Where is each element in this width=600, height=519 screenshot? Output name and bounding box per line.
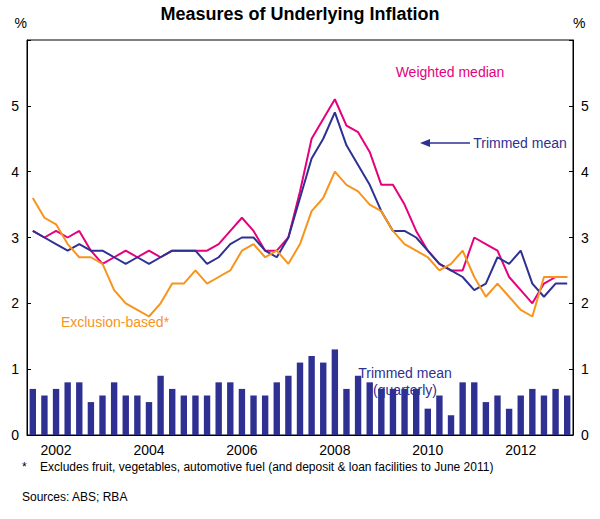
svg-text:5: 5: [11, 98, 19, 114]
svg-text:%: %: [573, 15, 585, 31]
svg-text:1: 1: [581, 361, 589, 377]
svg-text:2008: 2008: [319, 442, 350, 458]
svg-text:4: 4: [581, 164, 589, 180]
svg-text:0: 0: [11, 427, 19, 443]
svg-text:4: 4: [11, 164, 19, 180]
svg-text:* Excludes fruit, vegetable: * Excludes fruit, vegetables, automotive…: [22, 460, 493, 474]
svg-text:2: 2: [11, 295, 19, 311]
svg-text:3: 3: [581, 230, 589, 246]
svg-text:1: 1: [11, 361, 19, 377]
svg-text:2: 2: [581, 295, 589, 311]
svg-text:%: %: [15, 15, 27, 31]
svg-text:Trimmed mean: Trimmed mean: [473, 135, 567, 151]
svg-text:2010: 2010: [412, 442, 443, 458]
svg-text:Exclusion-based*: Exclusion-based*: [61, 314, 170, 330]
svg-text:Weighted median: Weighted median: [396, 64, 505, 80]
svg-text:2006: 2006: [226, 442, 257, 458]
svg-text:2012: 2012: [505, 442, 536, 458]
svg-text:2002: 2002: [40, 442, 71, 458]
svg-text:Sources: ABS; RBA: Sources: ABS; RBA: [22, 490, 127, 504]
svg-text:2004: 2004: [133, 442, 164, 458]
svg-text:(quarterly): (quarterly): [373, 382, 437, 398]
svg-text:Trimmed mean: Trimmed mean: [358, 365, 452, 381]
svg-text:0: 0: [581, 427, 589, 443]
svg-text:3: 3: [11, 230, 19, 246]
svg-text:5: 5: [581, 98, 589, 114]
svg-text:Measures of Underlying Inflati: Measures of Underlying Inflation: [160, 4, 439, 24]
